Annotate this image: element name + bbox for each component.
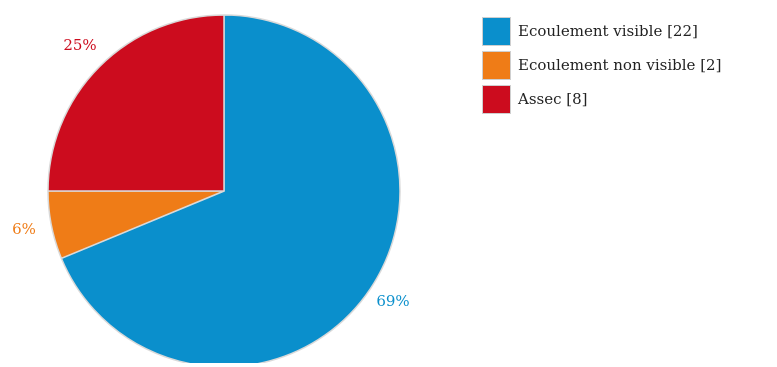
legend-swatch-assec: [482, 84, 511, 114]
legend-label-ecoulement-visible: Ecoulement visible [22]: [518, 22, 698, 40]
pie-label-assec: 25%: [63, 36, 96, 54]
legend-label-ecoulement-non-visible: Ecoulement non visible [2]: [518, 56, 722, 74]
legend-swatch-ecoulement-visible: [482, 16, 511, 46]
legend-label-assec: Assec [8]: [518, 90, 588, 108]
pie-slice-assec[interactable]: [47, 14, 225, 192]
legend-item-ecoulement-visible[interactable]: Ecoulement visible [22]: [482, 16, 721, 46]
pie-label-ecoulement-non-visible: 6%: [12, 220, 36, 238]
legend-item-assec[interactable]: Assec [8]: [482, 84, 721, 114]
pie-label-ecoulement-visible: 69%: [376, 292, 409, 310]
pie-slice-ecoulement-visible[interactable]: [60, 14, 401, 367]
chart-legend: Ecoulement visible [22] Ecoulement non v…: [482, 16, 721, 118]
legend-swatch-ecoulement-non-visible: [482, 50, 511, 80]
legend-item-ecoulement-non-visible[interactable]: Ecoulement non visible [2]: [482, 50, 721, 80]
